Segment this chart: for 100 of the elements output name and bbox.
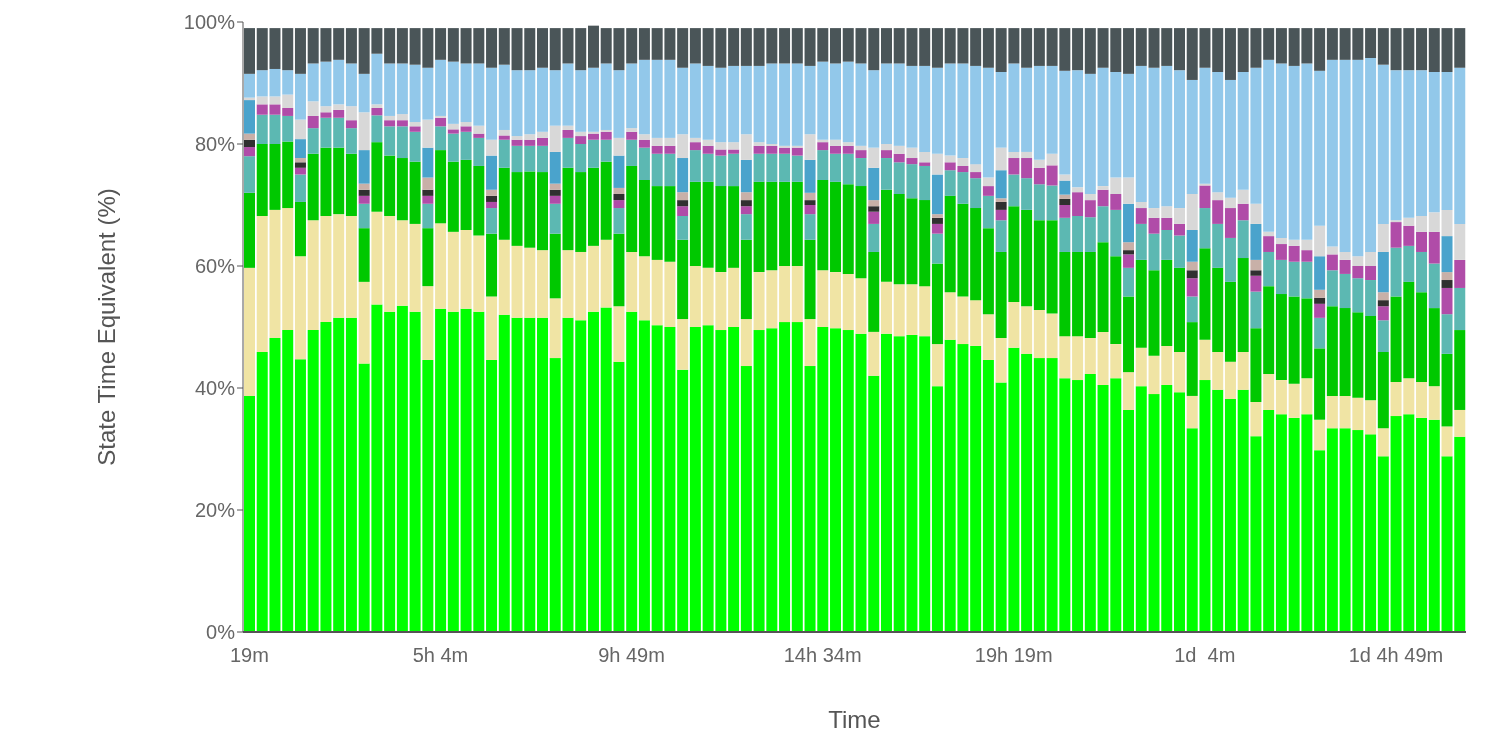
bar [358, 183, 370, 190]
bar [473, 133, 485, 138]
bar [409, 161, 421, 224]
bar [779, 28, 791, 64]
bar [1123, 242, 1135, 251]
bar [842, 28, 854, 62]
bar [486, 195, 498, 202]
bar [333, 59, 345, 105]
bar [1263, 251, 1275, 287]
bar [677, 200, 689, 207]
bar [1212, 223, 1224, 268]
bar [638, 256, 650, 321]
bar [868, 223, 880, 252]
bar [1123, 254, 1135, 268]
bar [1224, 28, 1236, 80]
bar [447, 133, 459, 162]
bar [384, 28, 396, 64]
bar [422, 147, 434, 178]
bar [1250, 203, 1262, 224]
bar [868, 206, 880, 212]
bar [626, 165, 638, 252]
bar [830, 145, 842, 154]
bar [931, 174, 943, 215]
bar [384, 115, 396, 121]
bar [486, 189, 498, 196]
bar [1263, 409, 1275, 632]
bar [1441, 287, 1453, 315]
bar [587, 311, 599, 632]
bar [638, 320, 650, 632]
bar [1250, 291, 1262, 329]
bar [689, 266, 701, 327]
bar [931, 386, 943, 632]
bar [880, 158, 892, 190]
bar [677, 215, 689, 240]
bar [1224, 361, 1236, 399]
bar [740, 200, 752, 207]
bar [1173, 235, 1185, 268]
bar [1084, 73, 1096, 195]
bar [294, 119, 306, 140]
bar [1365, 280, 1377, 317]
bar [537, 250, 549, 318]
bar [1275, 294, 1287, 381]
y-tick-label: 20% [194, 499, 236, 522]
bar [626, 139, 638, 166]
bar [1377, 28, 1389, 65]
x-tick-label: 9h 49m [598, 644, 665, 666]
bar [1365, 28, 1377, 58]
bar [740, 159, 752, 193]
bar [447, 129, 459, 134]
bar [486, 208, 498, 234]
bar [1377, 251, 1389, 293]
bar [562, 129, 574, 138]
bar [728, 149, 740, 154]
bar [1135, 259, 1147, 348]
bar [537, 67, 549, 132]
bar [689, 150, 701, 182]
bar [447, 311, 459, 632]
bar [982, 67, 994, 178]
bar [294, 162, 306, 168]
bar [435, 126, 447, 151]
bar [1033, 309, 1045, 359]
bar [1365, 434, 1377, 632]
bar [498, 129, 510, 136]
bar [333, 28, 345, 60]
bar [537, 172, 549, 251]
bar [740, 214, 752, 240]
bar [970, 345, 982, 632]
bar [575, 144, 587, 173]
bar [1365, 251, 1377, 266]
bar [1326, 306, 1338, 396]
bar [1428, 231, 1440, 264]
bar [1072, 251, 1084, 337]
bar [1365, 316, 1377, 401]
bar [728, 267, 740, 327]
bar [1135, 223, 1147, 260]
bar [740, 134, 752, 160]
bar [1365, 266, 1377, 281]
y-axis-title: State Time Equivalent (%) [92, 188, 120, 466]
bar [817, 150, 829, 180]
bar [1173, 392, 1185, 632]
bar [358, 189, 370, 196]
bar [791, 181, 803, 266]
bar [358, 195, 370, 204]
y-tick-label: 60% [194, 255, 236, 278]
bar [689, 142, 701, 151]
bar [1072, 192, 1084, 216]
bar [1237, 203, 1249, 221]
bar [486, 67, 498, 140]
bar [1250, 259, 1262, 271]
bar [919, 65, 931, 152]
bar [345, 106, 357, 121]
bar [1173, 267, 1185, 353]
bar [1441, 236, 1453, 273]
bar [1021, 209, 1033, 307]
bar [880, 144, 892, 151]
bar [1377, 292, 1389, 301]
bar [970, 28, 982, 66]
bar [982, 28, 994, 68]
bar [1224, 79, 1236, 198]
bar [1135, 28, 1147, 66]
